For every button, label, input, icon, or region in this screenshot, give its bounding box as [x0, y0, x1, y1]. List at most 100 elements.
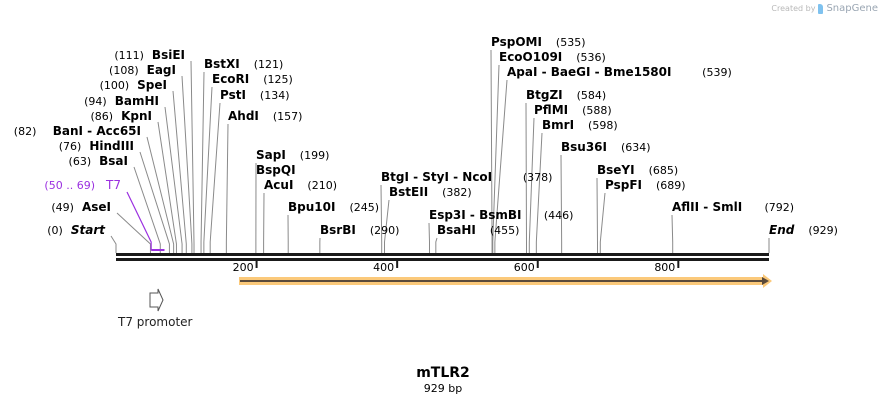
site-name[interactable]: BsrBI	[320, 223, 356, 237]
restriction-site[interactable]: BsiEI (111)	[114, 48, 185, 62]
site-name[interactable]: ApaI - BaeGI - Bme1580I	[507, 65, 671, 79]
site-name[interactable]: Bpu10I	[288, 200, 335, 214]
site-name[interactable]: EagI	[147, 63, 176, 77]
primer-name[interactable]: T7	[105, 178, 121, 192]
restriction-site[interactable]: EcoRI (125)	[212, 72, 293, 86]
sequence-name: mTLR2	[416, 365, 470, 381]
restriction-site[interactable]: AcuI (210)	[264, 178, 337, 192]
site-name[interactable]: BstXI	[204, 57, 240, 71]
leader-line	[157, 121, 177, 253]
axis-tick-label: 800	[654, 261, 675, 274]
leader-line	[380, 184, 383, 253]
site-name[interactable]: EcoRI	[212, 72, 249, 86]
site-name[interactable]: BsaI	[99, 154, 128, 168]
site-name[interactable]: SapI	[256, 148, 286, 162]
axis-top-strand[interactable]	[116, 253, 769, 256]
t7-promoter-label[interactable]: T7 promoter	[118, 315, 193, 329]
site-name[interactable]: Bsu36I	[561, 140, 607, 154]
site-name[interactable]: AcuI	[264, 178, 293, 192]
restriction-site[interactable]: BmrI (598)	[542, 118, 618, 132]
site-name[interactable]: BmrI	[542, 118, 574, 132]
restriction-site[interactable]: End (929)	[769, 223, 838, 237]
snapgene-logo-icon	[818, 3, 824, 14]
restriction-site[interactable]: PstI (134)	[220, 88, 290, 102]
restriction-site[interactable]: PspOMI (535)	[491, 35, 586, 49]
axis-tick	[677, 261, 680, 268]
site-name[interactable]: Esp3I - BsmBI	[429, 208, 521, 222]
site-name[interactable]: BanI - Acc65I	[53, 124, 141, 138]
restriction-site[interactable]: BstEII (382)	[389, 185, 472, 199]
restriction-site[interactable]: KpnI (86)	[91, 109, 152, 123]
site-position: (455)	[490, 224, 520, 237]
t7-promoter-feature[interactable]	[149, 288, 164, 312]
orf-arrow-icon	[762, 277, 769, 285]
restriction-site[interactable]: BtgZI (584)	[526, 88, 606, 102]
primer-bar[interactable]	[151, 249, 165, 251]
axis-tick	[396, 261, 399, 268]
site-name[interactable]: BstEII	[389, 185, 428, 199]
site-name[interactable]: AseI	[82, 200, 111, 214]
restriction-site[interactable]: BspQI	[256, 163, 296, 177]
site-name[interactable]: BsaHI	[437, 223, 476, 237]
site-name[interactable]: AflII - SmlI	[672, 200, 742, 214]
promoter-arrow-icon[interactable]	[149, 288, 164, 312]
site-name[interactable]: SpeI	[137, 78, 167, 92]
restriction-site[interactable]: AflII - SmlI (792)	[672, 200, 794, 214]
restriction-site[interactable]: BseYI (685)	[597, 163, 678, 177]
restriction-site[interactable]: Bsu36I (634)	[561, 140, 651, 154]
site-name[interactable]: KpnI	[121, 109, 152, 123]
site-name[interactable]: PspOMI	[491, 35, 542, 49]
restriction-site[interactable]: BsaI (63)	[69, 154, 128, 168]
t7-primer[interactable]: (50 .. 69) T7	[44, 178, 165, 251]
restriction-site[interactable]: HindIII (76)	[59, 139, 134, 153]
site-position: (125)	[263, 73, 293, 86]
site-name[interactable]: PspFI	[605, 178, 642, 192]
site-name[interactable]: BtgZI	[526, 88, 563, 102]
site-name[interactable]: EcoO109I	[499, 50, 562, 64]
restriction-site[interactable]: Bpu10I (245)	[288, 200, 379, 214]
leader-line	[133, 166, 161, 253]
restriction-site[interactable]: PspFI (689)	[605, 178, 686, 192]
site-name[interactable]: PflMI	[534, 103, 568, 117]
site-name[interactable]: BseYI	[597, 163, 635, 177]
site-name[interactable]: AhdI	[228, 109, 259, 123]
leader-line	[181, 75, 193, 253]
site-name[interactable]: Start	[71, 223, 106, 237]
site-name[interactable]: BamHI	[115, 94, 159, 108]
restriction-site[interactable]: BsrBI (290)	[320, 223, 399, 237]
restriction-site[interactable]: BanI - Acc65I (82)	[14, 124, 141, 138]
restriction-site[interactable]: SapI (199)	[256, 148, 329, 162]
orf-line	[240, 280, 762, 282]
axis-tick	[255, 261, 258, 268]
site-name[interactable]: PstI	[220, 88, 246, 102]
site-name[interactable]: BtgI - StyI - NcoI	[381, 170, 492, 184]
restriction-site[interactable]: AseI (49)	[51, 200, 111, 214]
sequence-axis[interactable]	[116, 253, 769, 261]
restriction-site[interactable]: Esp3I - BsmBI (446)	[429, 208, 573, 222]
restriction-site[interactable]: AhdI (157)	[228, 109, 302, 123]
restriction-site[interactable]: BtgI - StyI - NcoI (378)	[381, 170, 552, 184]
restriction-site[interactable]: Start (0)	[47, 223, 106, 237]
site-position: (199)	[300, 149, 330, 162]
restriction-site[interactable]: BsaHI (455)	[437, 223, 519, 237]
restriction-site[interactable]: ApaI - BaeGI - Bme1580I (539)	[507, 65, 732, 79]
site-position: (290)	[370, 224, 400, 237]
site-name[interactable]: BspQI	[256, 163, 296, 177]
site-name[interactable]: End	[769, 223, 795, 237]
restriction-site[interactable]: SpeI (100)	[100, 78, 167, 92]
site-name[interactable]: HindIII	[89, 139, 134, 153]
restriction-site[interactable]: EagI (108)	[109, 63, 176, 77]
restriction-site[interactable]: BstXI (121)	[204, 57, 283, 71]
restriction-site[interactable]: PflMI (588)	[534, 103, 612, 117]
leader-line	[384, 199, 390, 253]
restriction-site[interactable]: EcoO109I (536)	[499, 50, 606, 64]
restriction-site[interactable]: BamHI (94)	[84, 94, 159, 108]
site-position: (792)	[765, 201, 795, 214]
leader-line	[110, 235, 117, 253]
leader-line	[492, 64, 500, 253]
orf-feature-arrow[interactable]	[239, 274, 772, 288]
site-position: (584)	[577, 89, 607, 102]
leader-line	[435, 237, 438, 253]
site-name[interactable]: BsiEI	[152, 48, 185, 62]
axis-bottom-strand[interactable]	[116, 258, 769, 261]
